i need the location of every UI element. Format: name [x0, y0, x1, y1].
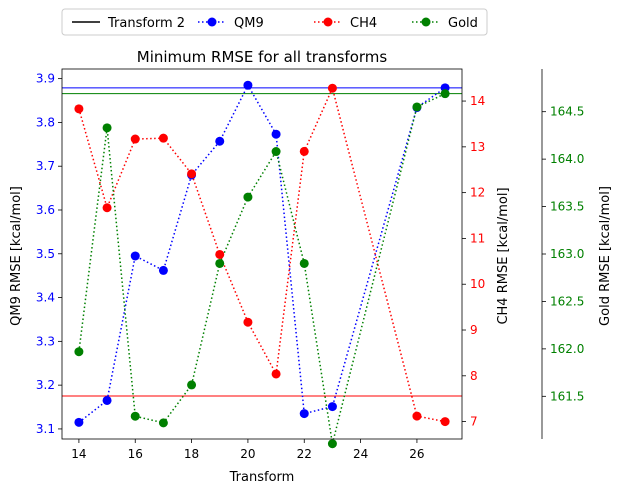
x-tick-label-16: 16	[128, 447, 143, 461]
gold-tick-label-161-5: 161.5	[550, 389, 584, 403]
gold-axis-label: Gold RMSE [kcal/mol]	[598, 186, 613, 326]
x-tick-label-24: 24	[353, 447, 368, 461]
x-tick-label-14: 14	[71, 447, 86, 461]
ch4-point-19	[215, 249, 225, 259]
qm9-point-14	[74, 417, 84, 427]
ch4-point-27	[440, 417, 450, 427]
qm9-tick-label-3-2: 3.2	[36, 378, 55, 392]
qm9-tick-label-3-1: 3.1	[36, 422, 55, 436]
legend-marker-gold	[421, 17, 431, 27]
ch4-series-line	[78, 85, 446, 423]
ch4-point-17	[158, 133, 168, 143]
legend-label-qm9: QM9	[234, 16, 264, 31]
gold-point-19	[215, 258, 225, 268]
gold-point-22	[299, 258, 309, 268]
x-tick-label-18: 18	[184, 447, 199, 461]
x-tick-label-20: 20	[240, 447, 255, 461]
qm9-point-23	[327, 402, 337, 412]
gold-tick-label-162-0: 162.0	[550, 342, 584, 356]
qm9-series-line	[78, 83, 446, 423]
chart-title: Minimum RMSE for all transforms	[137, 48, 388, 66]
gold-point-26	[412, 102, 422, 112]
qm9-tick-label-3-3: 3.3	[36, 334, 55, 348]
qm9-point-15	[102, 395, 112, 405]
qm9-point-22	[299, 409, 309, 419]
qm9-tick-label-3-5: 3.5	[36, 247, 55, 261]
ch4-point-22	[299, 146, 309, 156]
qm9-axis-label: QM9 RMSE [kcal/mol]	[9, 186, 24, 326]
gold-point-15	[102, 123, 112, 133]
gold-tick-label-163-5: 163.5	[550, 200, 584, 214]
ch4-tick-label-9: 9	[470, 323, 478, 337]
gold-point-23	[327, 439, 337, 449]
qm9-point-20	[243, 80, 253, 90]
legend-label-ch4: CH4	[350, 16, 377, 31]
ch4-tick-label-11: 11	[470, 231, 485, 245]
qm9-tick-label-3-8: 3.8	[36, 115, 55, 129]
legend-label-gold: Gold	[448, 16, 478, 31]
gold-point-14	[74, 347, 84, 357]
legend-box	[61, 8, 488, 36]
x-axis-label: Transform	[229, 470, 295, 485]
plot-inner	[62, 83, 462, 439]
gold-point-20	[243, 192, 253, 202]
qm9-point-16	[130, 251, 140, 261]
ch4-point-23	[327, 83, 337, 93]
gold-tick-label-164-0: 164.0	[550, 152, 584, 166]
qm9-tick-label-3-7: 3.7	[36, 159, 55, 173]
legend-marker-ch4	[323, 17, 333, 27]
ch4-tick-label-8: 8	[470, 369, 478, 383]
gold-point-18	[187, 380, 197, 390]
ch4-tick-label-14: 14	[470, 94, 485, 108]
plot-frame	[61, 68, 463, 440]
ch4-point-16	[130, 134, 140, 144]
ch4-tick-label-12: 12	[470, 186, 485, 200]
legend-label-transform-2: Transform 2	[107, 16, 185, 31]
qm9-point-21	[271, 129, 281, 139]
gold-point-17	[158, 418, 168, 428]
ch4-point-20	[243, 317, 253, 327]
ch4-point-14	[74, 104, 84, 114]
gold-point-27	[440, 89, 450, 99]
ch4-tick-label-7: 7	[470, 415, 478, 429]
ch4-point-21	[271, 369, 281, 379]
qm9-tick-label-3-9: 3.9	[36, 72, 55, 86]
x-tick-label-26: 26	[409, 447, 424, 461]
gold-point-16	[130, 411, 140, 421]
legend-marker-qm9	[207, 17, 217, 27]
ch4-axis-label: CH4 RMSE [kcal/mol]	[496, 187, 511, 324]
qm9-point-17	[158, 265, 168, 275]
legend: Transform 2 QM9 CH4 Gold	[61, 8, 488, 36]
ch4-point-15	[102, 203, 112, 213]
x-tick-label-22: 22	[297, 447, 312, 461]
gold-tick-label-163-0: 163.0	[550, 247, 584, 261]
ch4-tick-label-13: 13	[470, 140, 485, 154]
ch4-point-18	[187, 169, 197, 179]
plot-area: 14 16 18 20 22 24 26 3.1 3.2 3.3 3.4 3.5 3.6 3.7 3.8 3.…	[36, 68, 584, 461]
ch4-tick-label-10: 10	[470, 277, 485, 291]
ch4-point-26	[412, 411, 422, 421]
gold-series-line	[78, 92, 446, 439]
qm9-tick-label-3-4: 3.4	[36, 291, 55, 305]
qm9-point-19	[215, 136, 225, 146]
qm9-tick-label-3-6: 3.6	[36, 203, 55, 217]
gold-tick-label-162-5: 162.5	[550, 294, 584, 308]
gold-point-21	[271, 147, 281, 157]
gold-tick-label-164-5: 164.5	[550, 105, 584, 119]
